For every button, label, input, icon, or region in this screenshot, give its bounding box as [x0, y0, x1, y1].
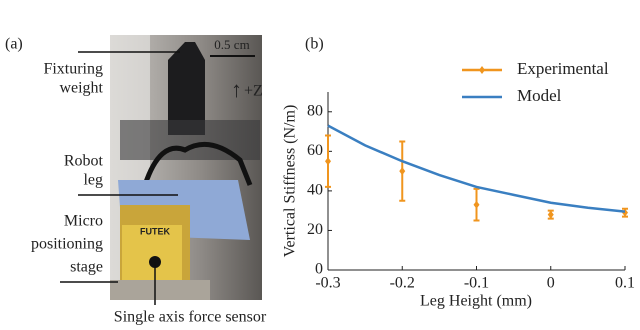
marker [547, 210, 554, 219]
panel-label: (a) [5, 36, 23, 53]
leader-lines [60, 51, 180, 305]
label: weight [59, 80, 103, 97]
x-tick-label: -0.3 [315, 275, 340, 292]
x-tick-label: -0.2 [390, 275, 415, 292]
x-tick-label: -0.1 [464, 275, 489, 292]
label: Robot [64, 153, 104, 170]
marker [325, 157, 331, 166]
scale-bar-label: 0.5 cm [214, 37, 249, 52]
label: Micro [64, 213, 103, 230]
photo [110, 35, 262, 300]
y-tick-label: 40 [307, 182, 323, 199]
label: positioning [31, 236, 103, 253]
y-tick-label: 60 [307, 142, 323, 159]
model-line [327, 124, 626, 213]
label: leg [83, 172, 103, 189]
brand: FUTEK [140, 226, 170, 236]
y-axis-label: Vertical Stiffness (N/m) [282, 105, 299, 258]
legend-label: Model [517, 86, 562, 105]
x-tick-label: 0.1 [615, 275, 635, 292]
marker [473, 200, 480, 209]
marker [399, 167, 406, 176]
label: stage [70, 259, 103, 276]
x-axis-label: Leg Height (mm) [420, 293, 532, 310]
label: Single axis force sensor [114, 309, 267, 326]
y-tick-label: 20 [307, 221, 323, 238]
panel-label: (b) [305, 36, 324, 53]
legend-label: Experimental [517, 59, 609, 78]
axis-label: +Z [244, 83, 263, 100]
label: Fixturing [43, 61, 103, 78]
x-tick-label: 0 [547, 275, 555, 292]
y-tick-label: 0 [315, 261, 323, 278]
y-tick-label: 80 [307, 102, 323, 119]
arrow: ↑ [231, 77, 242, 102]
legend-marker [479, 66, 485, 74]
